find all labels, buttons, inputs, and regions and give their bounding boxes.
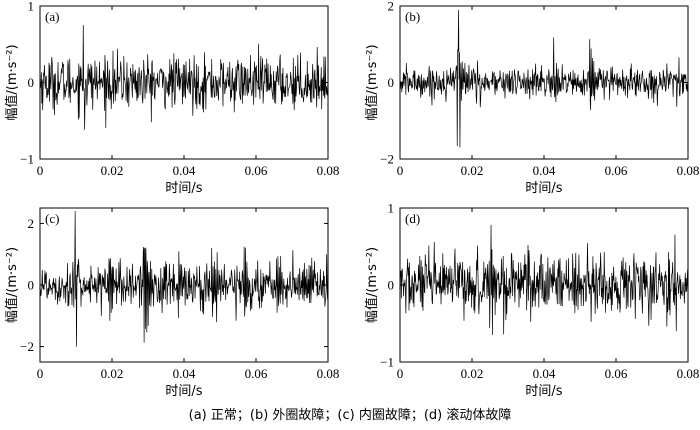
x-tick-label: 0.04 — [173, 366, 196, 381]
x-tick-label: 0.06 — [245, 163, 268, 178]
y-tick-label: −1 — [380, 355, 394, 370]
x-tick-label: 0.04 — [533, 366, 556, 381]
x-tick-label: 0.08 — [317, 366, 340, 381]
x-tick-label: 0.06 — [605, 163, 628, 178]
signal-trace — [399, 224, 689, 336]
x-tick-label: 0.02 — [461, 163, 484, 178]
panel-label: (c) — [45, 211, 59, 226]
x-axis-title: 时间/s — [525, 384, 562, 399]
y-tick-label: 0 — [28, 75, 35, 90]
y-axis-title: 幅值/(m·s⁻²) — [4, 44, 20, 120]
panel-c: 0 0.02 0.04 0.06 0.08−202 (c)时间/s幅值/(m·s⁻²) — [4, 207, 340, 399]
x-axis-title: 时间/s — [165, 181, 202, 196]
signal-trace — [39, 25, 329, 130]
x-tick-label: 0.02 — [101, 163, 124, 178]
panel-label: (a) — [45, 9, 59, 24]
x-tick-label: 0.08 — [677, 163, 700, 178]
x-tick-label: 0.02 — [101, 366, 124, 381]
x-tick-label: 0.04 — [533, 163, 556, 178]
x-axis-title: 时间/s — [165, 384, 202, 399]
panel-b: 0 0.02 0.04 0.06 0.08−202(b)时间/s幅值/(m·s⁻²) — [364, 0, 699, 196]
y-tick-label: −1 — [20, 152, 34, 167]
x-tick-label: 0 — [37, 163, 44, 178]
signal-trace — [39, 211, 329, 347]
y-tick-label: −2 — [380, 152, 394, 167]
x-tick-label: 0.06 — [245, 366, 268, 381]
y-tick-label: 2 — [28, 216, 35, 231]
panel-d: 0 0.02 0.04 0.06 0.08−101(d)时间/s幅值/(m·s⁻²) — [364, 201, 699, 400]
x-tick-label: 0 — [397, 163, 404, 178]
y-tick-label: 0 — [388, 75, 395, 90]
y-tick-label: 0 — [388, 278, 395, 293]
panel-label: (d) — [405, 211, 420, 226]
x-axis-title: 时间/s — [525, 181, 562, 196]
y-tick-label: 1 — [28, 0, 35, 14]
y-axis-title: 幅值/(m·s⁻²) — [4, 247, 20, 323]
y-axis-title: 幅值/(m·s⁻²) — [364, 44, 380, 120]
y-tick-label: 2 — [388, 0, 395, 14]
x-tick-label: 0.08 — [677, 366, 700, 381]
x-tick-label: 0 — [37, 366, 44, 381]
panel-a: 0 0.02 0.04 0.06 0.08−101(a)时间/s幅值/(m·s⁻²) — [4, 0, 339, 196]
signal-trace — [399, 9, 689, 148]
x-tick-label: 0.08 — [317, 163, 340, 178]
y-tick-label: 1 — [388, 201, 395, 216]
y-tick-label: −2 — [20, 339, 34, 354]
x-tick-label: 0.02 — [461, 366, 484, 381]
x-tick-label: 0.04 — [173, 163, 196, 178]
y-axis-title: 幅值/(m·s⁻²) — [364, 247, 380, 323]
panel-label: (b) — [405, 9, 420, 24]
figure-caption: (a) 正常；(b) 外圈故障；(c) 内圈故障；(d) 滚动体故障 — [188, 408, 512, 423]
x-tick-label: 0.06 — [605, 366, 628, 381]
x-tick-label: 0 — [397, 366, 404, 381]
y-tick-label: 0 — [28, 278, 35, 293]
